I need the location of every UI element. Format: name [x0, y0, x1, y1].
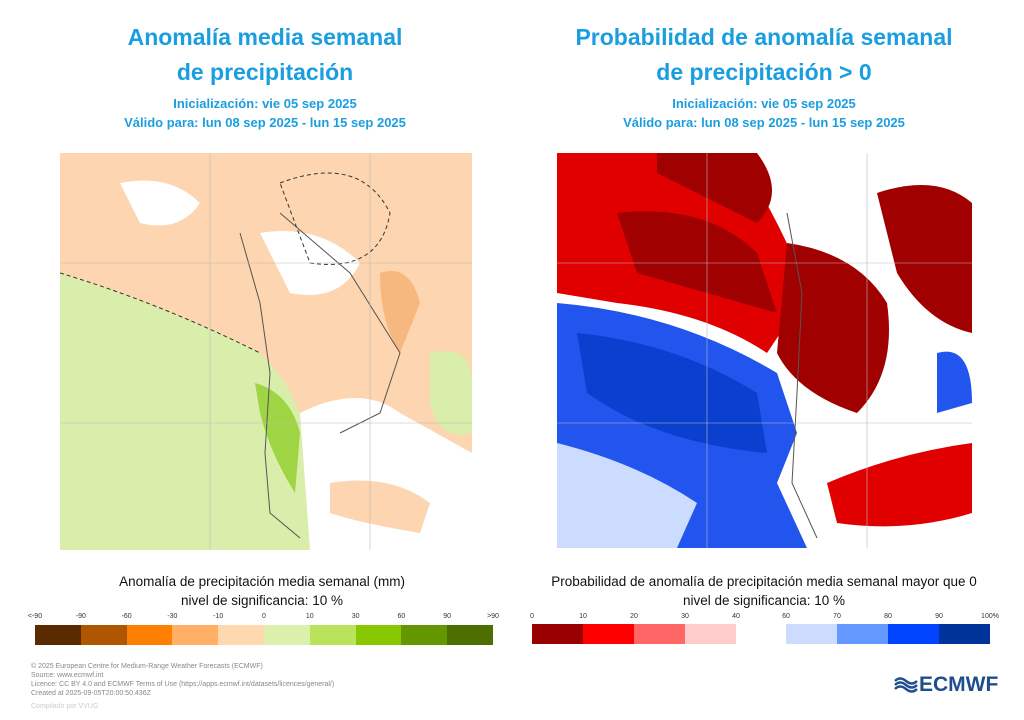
- legend-swatch: [888, 624, 939, 644]
- legend-label: -10: [213, 613, 224, 620]
- footer-line: Source: www.ecmwf.int: [31, 672, 104, 679]
- legend-label: 90: [443, 613, 452, 620]
- right-subtitle: Inicialización: vie 05 sep 2025 Válido p…: [524, 94, 1004, 132]
- footer-line: Licence: CC BY 4.0 and ECMWF Terms of Us…: [31, 681, 335, 688]
- left-title-line1: Anomalía media semanal: [127, 24, 403, 50]
- left-valid: Válido para: lun 08 sep 2025 - lun 15 se…: [124, 115, 406, 130]
- footer-credits: © 2025 European Centre for Medium-Range …: [31, 662, 334, 698]
- footer-line: Created at 2025-09-05T20:00:50.436Z: [31, 690, 151, 697]
- legend-swatch: [309, 625, 356, 645]
- left-caption: Anomalía de precipitación media semanal …: [12, 572, 512, 610]
- left-significance: nivel de significancia: 10 %: [180, 593, 344, 608]
- legend-label: -30: [167, 613, 178, 620]
- legend-label: 100%: [981, 613, 999, 620]
- right-title: Probabilidad de anomalía semanal de prec…: [524, 20, 1004, 90]
- legend-swatch: [172, 625, 219, 645]
- right-caption-text: Probabilidad de anomalía de precipitació…: [551, 574, 977, 589]
- legend-label: 0: [262, 613, 266, 620]
- legend-label: >90: [487, 613, 499, 620]
- anomaly-map: [60, 153, 472, 550]
- legend-label: 10: [579, 613, 587, 620]
- legend-swatch: [634, 624, 685, 644]
- right-significance: nivel de significancia: 10 %: [682, 593, 846, 608]
- legend-swatch: [532, 624, 583, 644]
- legend-label: 40: [732, 613, 740, 620]
- legend-swatch: [263, 625, 310, 645]
- legend-swatch: [786, 624, 837, 644]
- ecmwf-logo-text: ECMWF: [919, 673, 999, 696]
- legend-swatch: [685, 624, 736, 644]
- legend-swatch: [401, 625, 448, 645]
- legend-swatch: [355, 625, 402, 645]
- legend-label: 80: [884, 613, 892, 620]
- right-valid: Válido para: lun 08 sep 2025 - lun 15 se…: [623, 115, 905, 130]
- legend-label: 20: [630, 613, 638, 620]
- ecmwf-logo: ECMWF: [893, 673, 998, 697]
- left-caption-text: Anomalía de precipitación media semanal …: [119, 574, 405, 589]
- left-title-line2: de precipitación: [176, 59, 354, 85]
- legend-label: 70: [833, 613, 841, 620]
- right-legend-bar-low: [532, 624, 736, 644]
- legend-label: 30: [681, 613, 689, 620]
- legend-label: 90: [935, 613, 943, 620]
- legend-label: -90: [75, 613, 86, 620]
- legend-swatch: [583, 624, 634, 644]
- left-init: Inicialización: vie 05 sep 2025: [173, 96, 357, 111]
- right-caption: Probabilidad de anomalía de precipitació…: [514, 572, 1014, 610]
- legend-swatch: [35, 625, 81, 645]
- left-legend-bar: [35, 625, 493, 645]
- left-title: Anomalía media semanal de precipitación: [25, 20, 505, 90]
- legend-swatch: [447, 625, 493, 645]
- right-legend-bar-high: [786, 624, 990, 644]
- probability-map: [557, 153, 972, 548]
- legend-swatch: [80, 625, 127, 645]
- compiled-by: Compilado por VVUG: [31, 703, 99, 710]
- ecmwf-logo-icon: [894, 677, 918, 693]
- legend-swatch: [218, 625, 264, 645]
- right-init: Inicialización: vie 05 sep 2025: [672, 96, 856, 111]
- legend-label: 10: [305, 613, 314, 620]
- legend-swatch: [837, 624, 888, 644]
- legend-swatch: [939, 624, 990, 644]
- legend-label: 60: [397, 613, 406, 620]
- footer-line: © 2025 European Centre for Medium-Range …: [31, 663, 263, 670]
- legend-label: 60: [782, 613, 790, 620]
- left-subtitle: Inicialización: vie 05 sep 2025 Válido p…: [25, 94, 505, 132]
- legend-label: 0: [530, 613, 534, 620]
- right-title-line1: Probabilidad de anomalía semanal: [575, 24, 953, 50]
- legend-label: -60: [121, 613, 132, 620]
- right-title-line2: de precipitación > 0: [656, 59, 872, 85]
- legend-label: <-90: [27, 613, 43, 620]
- legend-label: 30: [351, 613, 360, 620]
- legend-swatch: [126, 625, 173, 645]
